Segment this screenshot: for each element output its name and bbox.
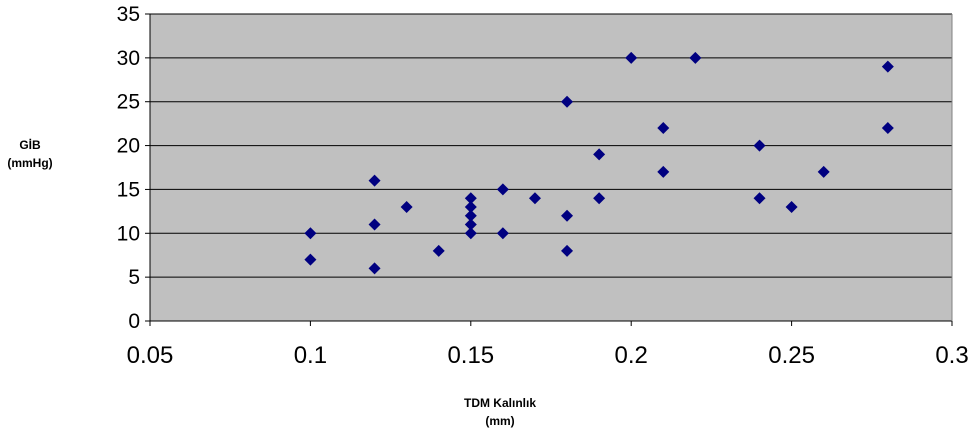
y-axis-label-line-1: GİB [19, 138, 41, 152]
data-point [496, 227, 509, 240]
data-points [304, 51, 894, 275]
y-tick-label: 0 [128, 310, 140, 333]
data-point [400, 200, 413, 213]
data-point [464, 209, 477, 222]
y-tick-label: 35 [117, 3, 140, 26]
data-point [881, 60, 894, 73]
data-point [432, 244, 445, 257]
x-axis-label-line-1: TDM Kalınlık [463, 396, 536, 410]
x-tick-label: 0.15 [447, 342, 494, 369]
data-point [753, 192, 766, 205]
x-tick-label: 0.1 [294, 342, 327, 369]
data-point [561, 244, 574, 257]
y-tick-label: 10 [117, 222, 140, 245]
x-tick-labels: 0.05 0.1 0.15 0.2 0.25 0.3 [127, 342, 969, 369]
data-point [304, 253, 317, 266]
data-point [881, 122, 894, 135]
data-point [368, 262, 381, 275]
data-point [368, 174, 381, 187]
x-tick-label: 0.05 [127, 342, 174, 369]
y-tick-label: 30 [117, 47, 140, 70]
data-point [593, 192, 606, 205]
data-point [785, 200, 798, 213]
data-point [464, 200, 477, 213]
data-point [657, 165, 670, 178]
axes [149, 14, 953, 326]
data-point [593, 148, 606, 161]
y-tick-label: 25 [117, 91, 140, 114]
y-axis-label-line-2: (mmHg) [7, 156, 53, 170]
x-axis-label: TDM Kalınlık (mm) [400, 394, 600, 430]
data-point [496, 183, 509, 196]
y-axis-label: GİB (mmHg) [4, 136, 56, 172]
data-point [753, 139, 766, 152]
data-point [657, 122, 670, 135]
data-point [625, 51, 638, 64]
grid-lines [145, 13, 952, 322]
y-tick-label: 15 [117, 178, 140, 201]
plot-area [150, 14, 952, 321]
x-tick-label: 0.25 [768, 342, 815, 369]
x-tick-label: 0.2 [615, 342, 648, 369]
y-tick-labels: 0 5 10 15 20 25 30 35 [117, 3, 140, 333]
x-tick-label: 0.3 [935, 342, 968, 369]
data-point [368, 218, 381, 231]
data-point [528, 192, 541, 205]
y-tick-label: 5 [128, 266, 140, 289]
data-point [304, 227, 317, 240]
x-axis-label-line-2: (mm) [485, 414, 515, 428]
y-tick-label: 20 [117, 135, 140, 158]
data-point [817, 165, 830, 178]
data-point [464, 218, 477, 231]
data-point [464, 227, 477, 240]
data-point [561, 209, 574, 222]
data-point [689, 51, 702, 64]
data-point [561, 95, 574, 108]
data-point [464, 192, 477, 205]
